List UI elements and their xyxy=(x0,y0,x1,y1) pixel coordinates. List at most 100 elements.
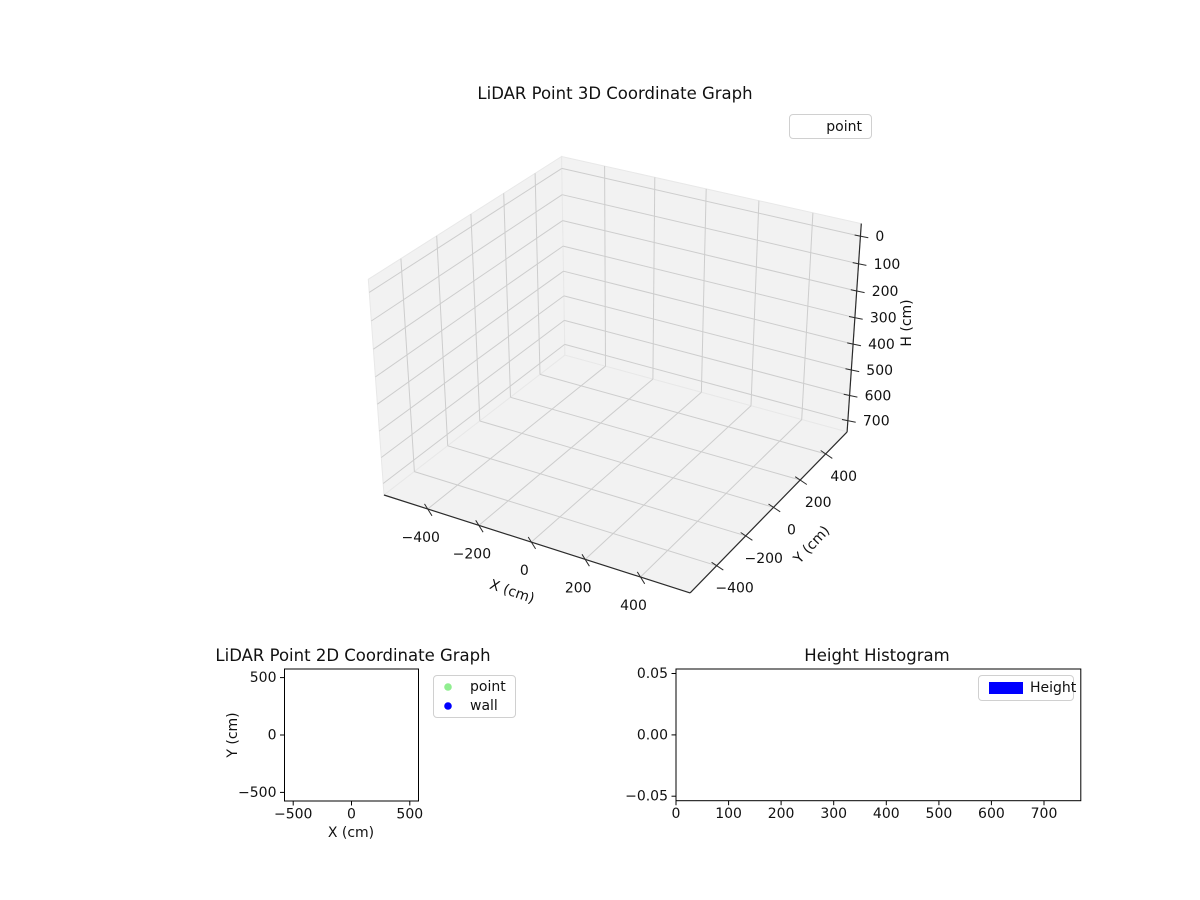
grid-y-left-wall xyxy=(400,258,415,472)
grid-y-floor xyxy=(510,396,801,481)
h-tick-label-3d: 100 xyxy=(874,257,901,273)
h-tick-label-3d: 300 xyxy=(870,311,897,327)
grid-h-right-wall xyxy=(564,343,849,422)
grid-h-left-wall xyxy=(379,295,565,432)
histogram-x-tick-label: 400 xyxy=(873,806,900,822)
height-swatch xyxy=(989,682,1023,694)
histogram-x-tick-label: 100 xyxy=(715,806,742,822)
x-axis-line-3d xyxy=(383,494,691,594)
histogram-y-tick-label: 0.00 xyxy=(637,727,668,743)
x-tick-3d xyxy=(636,571,646,585)
grid-x-right-wall xyxy=(750,200,760,406)
legend-entry-wall: wall xyxy=(434,697,515,716)
h-tick-3d xyxy=(848,316,863,320)
h-tick-label-3d: 200 xyxy=(872,284,899,300)
plot2d-x-tick-label: −500 xyxy=(274,807,312,823)
grid-x-right-wall xyxy=(801,212,814,420)
h-tick-label-3d: 600 xyxy=(865,389,892,405)
histogram-x-tick-label: 0 xyxy=(672,806,681,822)
grid-y-left-wall xyxy=(436,235,449,446)
legend-entry-point: point xyxy=(434,678,515,697)
plot2d-y-tick-label: 0 xyxy=(268,728,277,744)
y-tick-label-3d: 0 xyxy=(787,522,796,538)
grid-h-right-wall xyxy=(564,319,850,396)
grid-h-left-wall xyxy=(368,167,563,293)
x-tick-3d xyxy=(581,554,590,567)
h-tick-3d xyxy=(845,368,860,373)
x-tick-label-3d: −200 xyxy=(453,546,491,562)
y-tick-label-3d: −400 xyxy=(715,581,753,597)
plot2d-x-axis-label: X (cm) xyxy=(327,825,375,841)
grid-h-right-wall xyxy=(562,194,859,265)
grid-h-left-wall xyxy=(382,344,566,484)
y-tick-3d xyxy=(794,476,808,485)
plot2d-y-axis-label: Y (cm) xyxy=(225,712,241,758)
plot2d-y-tick-label: −500 xyxy=(238,785,276,801)
grid-h-right-wall xyxy=(562,220,857,292)
legend-entry-wall-label: wall xyxy=(470,697,498,714)
wall-marker-icon xyxy=(444,701,452,710)
histogram-x-tick-label: 300 xyxy=(820,806,847,822)
h-tick-label-3d: 500 xyxy=(866,363,893,379)
height-swatch-icon xyxy=(989,682,1023,694)
grid-h-left-wall xyxy=(371,194,563,322)
h-tick-3d xyxy=(847,342,862,347)
plot3d-legend: point xyxy=(789,114,872,139)
y-tick-label-3d: 200 xyxy=(805,495,832,511)
h-axis-line-3d xyxy=(846,223,862,432)
point-marker-dot xyxy=(444,683,452,692)
h-tick-label-3d: 700 xyxy=(863,414,890,430)
plot3d-h-axis-label: H (cm) xyxy=(899,299,915,347)
plot3d-title: LiDAR Point 3D Coordinate Graph xyxy=(477,84,753,103)
histogram-x-tick-label: 500 xyxy=(926,806,953,822)
plot3d-legend-entry-point-label: point xyxy=(826,118,862,135)
grid-y-floor xyxy=(539,373,826,455)
grid-h-left-wall xyxy=(381,319,565,458)
legend-entry-point-label: point xyxy=(470,679,506,696)
y-tick-3d xyxy=(711,561,724,571)
histogram-y-tick-label: 0.05 xyxy=(637,666,668,682)
x-tick-label-3d: 200 xyxy=(565,580,592,596)
histogram-y-tick-label: −0.05 xyxy=(625,789,668,805)
wall-marker-dot xyxy=(444,701,452,710)
grid-x-right-wall xyxy=(652,177,656,380)
grid-y-left-wall xyxy=(503,193,511,398)
plot2d-title: LiDAR Point 2D Coordinate Graph xyxy=(215,646,491,665)
h-tick-label-3d: 400 xyxy=(868,337,895,353)
grid-h-right-wall xyxy=(562,245,856,319)
y-tick-3d xyxy=(768,503,781,513)
x-tick-3d xyxy=(424,503,433,517)
plot2d-x-tick-label: 500 xyxy=(396,807,423,823)
h-tick-3d xyxy=(850,289,865,294)
h-tick-3d xyxy=(852,262,867,266)
h-tick-3d xyxy=(841,419,856,423)
h-tick-label-3d: 0 xyxy=(875,229,884,245)
grid-h-left-wall xyxy=(373,220,563,350)
h-tick-3d xyxy=(854,234,869,239)
grid-y-floor xyxy=(479,420,774,508)
plot2d-legend: point wall xyxy=(433,675,516,718)
x-tick-3d xyxy=(475,520,484,533)
histogram-x-tick-label: 700 xyxy=(1031,806,1058,822)
x-tick-3d xyxy=(527,536,537,550)
plot2d-x-tick-label: 0 xyxy=(347,807,356,823)
grid-h-right-wall xyxy=(561,167,861,237)
y-tick-label-3d: −200 xyxy=(744,551,782,567)
y-axis-line-3d xyxy=(689,431,848,594)
histogram-legend: Height xyxy=(978,675,1077,701)
grid-y-left-wall xyxy=(470,214,481,422)
h-tick-3d xyxy=(843,393,858,398)
grid-x-right-wall xyxy=(700,188,707,393)
histogram-x-tick-label: 200 xyxy=(768,806,795,822)
plot2d-y-tick-label: 500 xyxy=(250,670,277,686)
grid-y-left-wall xyxy=(534,173,541,375)
histogram-title: Height Histogram xyxy=(804,646,950,665)
plot2d-frame xyxy=(284,668,419,802)
y-tick-3d xyxy=(740,532,753,541)
grid-h-left-wall xyxy=(375,245,564,378)
legend-entry-height-label: Height xyxy=(1030,680,1077,696)
point-marker-icon xyxy=(444,683,452,692)
y-tick-label-3d: 400 xyxy=(830,469,857,485)
